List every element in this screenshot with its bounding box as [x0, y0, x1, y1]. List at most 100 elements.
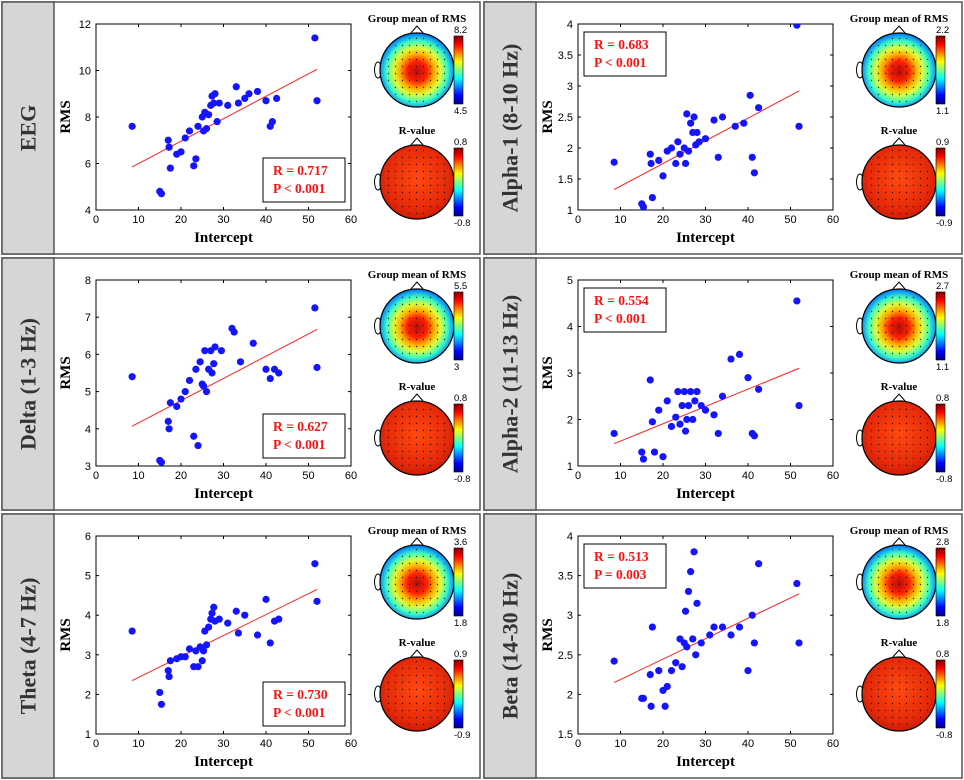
data-point: [199, 647, 208, 655]
data-point: [710, 411, 718, 419]
y-tick-label: 8: [85, 112, 91, 124]
y-tick-label: 3: [567, 81, 573, 93]
x-tick-label: 50: [302, 470, 314, 482]
y-axis-label: RMS: [58, 618, 74, 651]
electrode-grid: [866, 405, 932, 471]
y-tick-label: 4: [567, 19, 573, 31]
data-point: [697, 401, 705, 410]
stats-box: [262, 681, 346, 727]
colorbar: [453, 35, 464, 105]
y-tick-label: 4: [85, 424, 91, 436]
data-point: [681, 159, 690, 168]
y-tick-label: 8: [85, 275, 91, 287]
data-point: [128, 627, 136, 635]
y-axis-label: RMS: [540, 356, 556, 389]
topomap-r-title: R-value: [881, 381, 918, 393]
x-axis-label: Intercept: [194, 754, 253, 770]
data-point: [681, 607, 690, 615]
x-tick-label: 0: [575, 738, 581, 750]
data-point: [684, 401, 693, 410]
panel-1: Alpha-1 (8-10 Hz) 0 10 20 30 40 50 60 1 1.5 2 2.5 3 3…: [483, 1, 963, 255]
data-point: [655, 406, 663, 414]
data-point: [275, 615, 283, 623]
data-point: [210, 99, 218, 107]
y-tick-label: 2: [567, 689, 573, 701]
y-axis-label: RMS: [540, 100, 556, 133]
data-point: [676, 150, 684, 158]
stats-text: P < 0.001: [594, 311, 647, 326]
electrode-grid: [866, 549, 932, 615]
data-point: [194, 663, 202, 671]
data-point: [661, 702, 669, 710]
y-tick-label: 3.5: [558, 571, 573, 583]
colorbar-max: 2.8: [936, 537, 949, 548]
data-point: [659, 453, 667, 461]
data-point: [192, 365, 200, 373]
data-point: [313, 597, 321, 605]
data-point: [687, 388, 695, 396]
x-tick-label: 20: [657, 214, 669, 226]
data-point: [714, 153, 722, 161]
data-point: [674, 388, 682, 396]
stats-text: R = 0.730: [273, 687, 328, 702]
x-tick-label: 30: [699, 214, 711, 226]
data-point: [693, 388, 701, 396]
data-point: [166, 399, 174, 407]
band-label-column: [1, 513, 55, 779]
data-point: [208, 609, 216, 617]
x-tick-label: 50: [784, 214, 796, 226]
data-point: [678, 663, 686, 671]
topomap-rms-title: Group mean of RMS: [368, 13, 467, 25]
band-label-column: [483, 513, 537, 779]
y-axis-label: RMS: [540, 618, 556, 651]
data-point: [689, 415, 697, 424]
y-tick-label: 1: [85, 729, 91, 741]
data-point: [241, 611, 249, 619]
x-tick-label: 10: [614, 738, 626, 750]
topomap-rms-title: Group mean of RMS: [850, 269, 949, 281]
data-point: [744, 374, 752, 382]
x-tick-label: 20: [175, 470, 187, 482]
data-point: [157, 190, 166, 198]
data-point: [230, 328, 238, 336]
stats-box: [583, 287, 667, 333]
y-tick-label: 6: [85, 349, 91, 361]
y-tick-label: 1: [567, 205, 573, 217]
stats-box: [262, 157, 346, 203]
data-point: [701, 135, 710, 143]
x-tick-label: 40: [742, 738, 754, 750]
x-axis-label: Intercept: [676, 230, 735, 246]
y-tick-label: 2: [567, 415, 573, 427]
y-tick-label: 4: [567, 531, 573, 543]
x-tick-label: 10: [132, 738, 144, 750]
data-point: [692, 651, 700, 659]
data-point: [192, 155, 200, 163]
colorbar-max: 0.9: [454, 649, 467, 660]
data-point: [215, 99, 223, 107]
data-point: [202, 641, 211, 649]
x-tick-label: 20: [657, 738, 669, 750]
data-point: [177, 148, 185, 156]
data-point: [185, 127, 194, 135]
data-point: [232, 607, 240, 615]
x-axis-label: Intercept: [676, 486, 735, 502]
data-point: [205, 623, 213, 631]
data-point: [667, 667, 676, 675]
colorbar-min: -0.9: [454, 730, 470, 741]
data-point: [236, 358, 245, 366]
data-point: [676, 420, 684, 428]
colorbar-min: 1.1: [936, 362, 949, 373]
x-tick-label: 60: [827, 214, 839, 226]
data-point: [128, 373, 136, 381]
data-layer: [128, 560, 321, 708]
data-point: [164, 667, 172, 675]
y-tick-label: 3: [567, 610, 573, 622]
colorbar: [935, 147, 946, 217]
data-point: [755, 560, 763, 568]
data-point: [683, 643, 691, 651]
data-point: [731, 122, 739, 130]
x-tick-label: 10: [132, 214, 144, 226]
data-point: [710, 623, 718, 631]
data-point: [638, 448, 646, 456]
data-point: [190, 432, 198, 440]
